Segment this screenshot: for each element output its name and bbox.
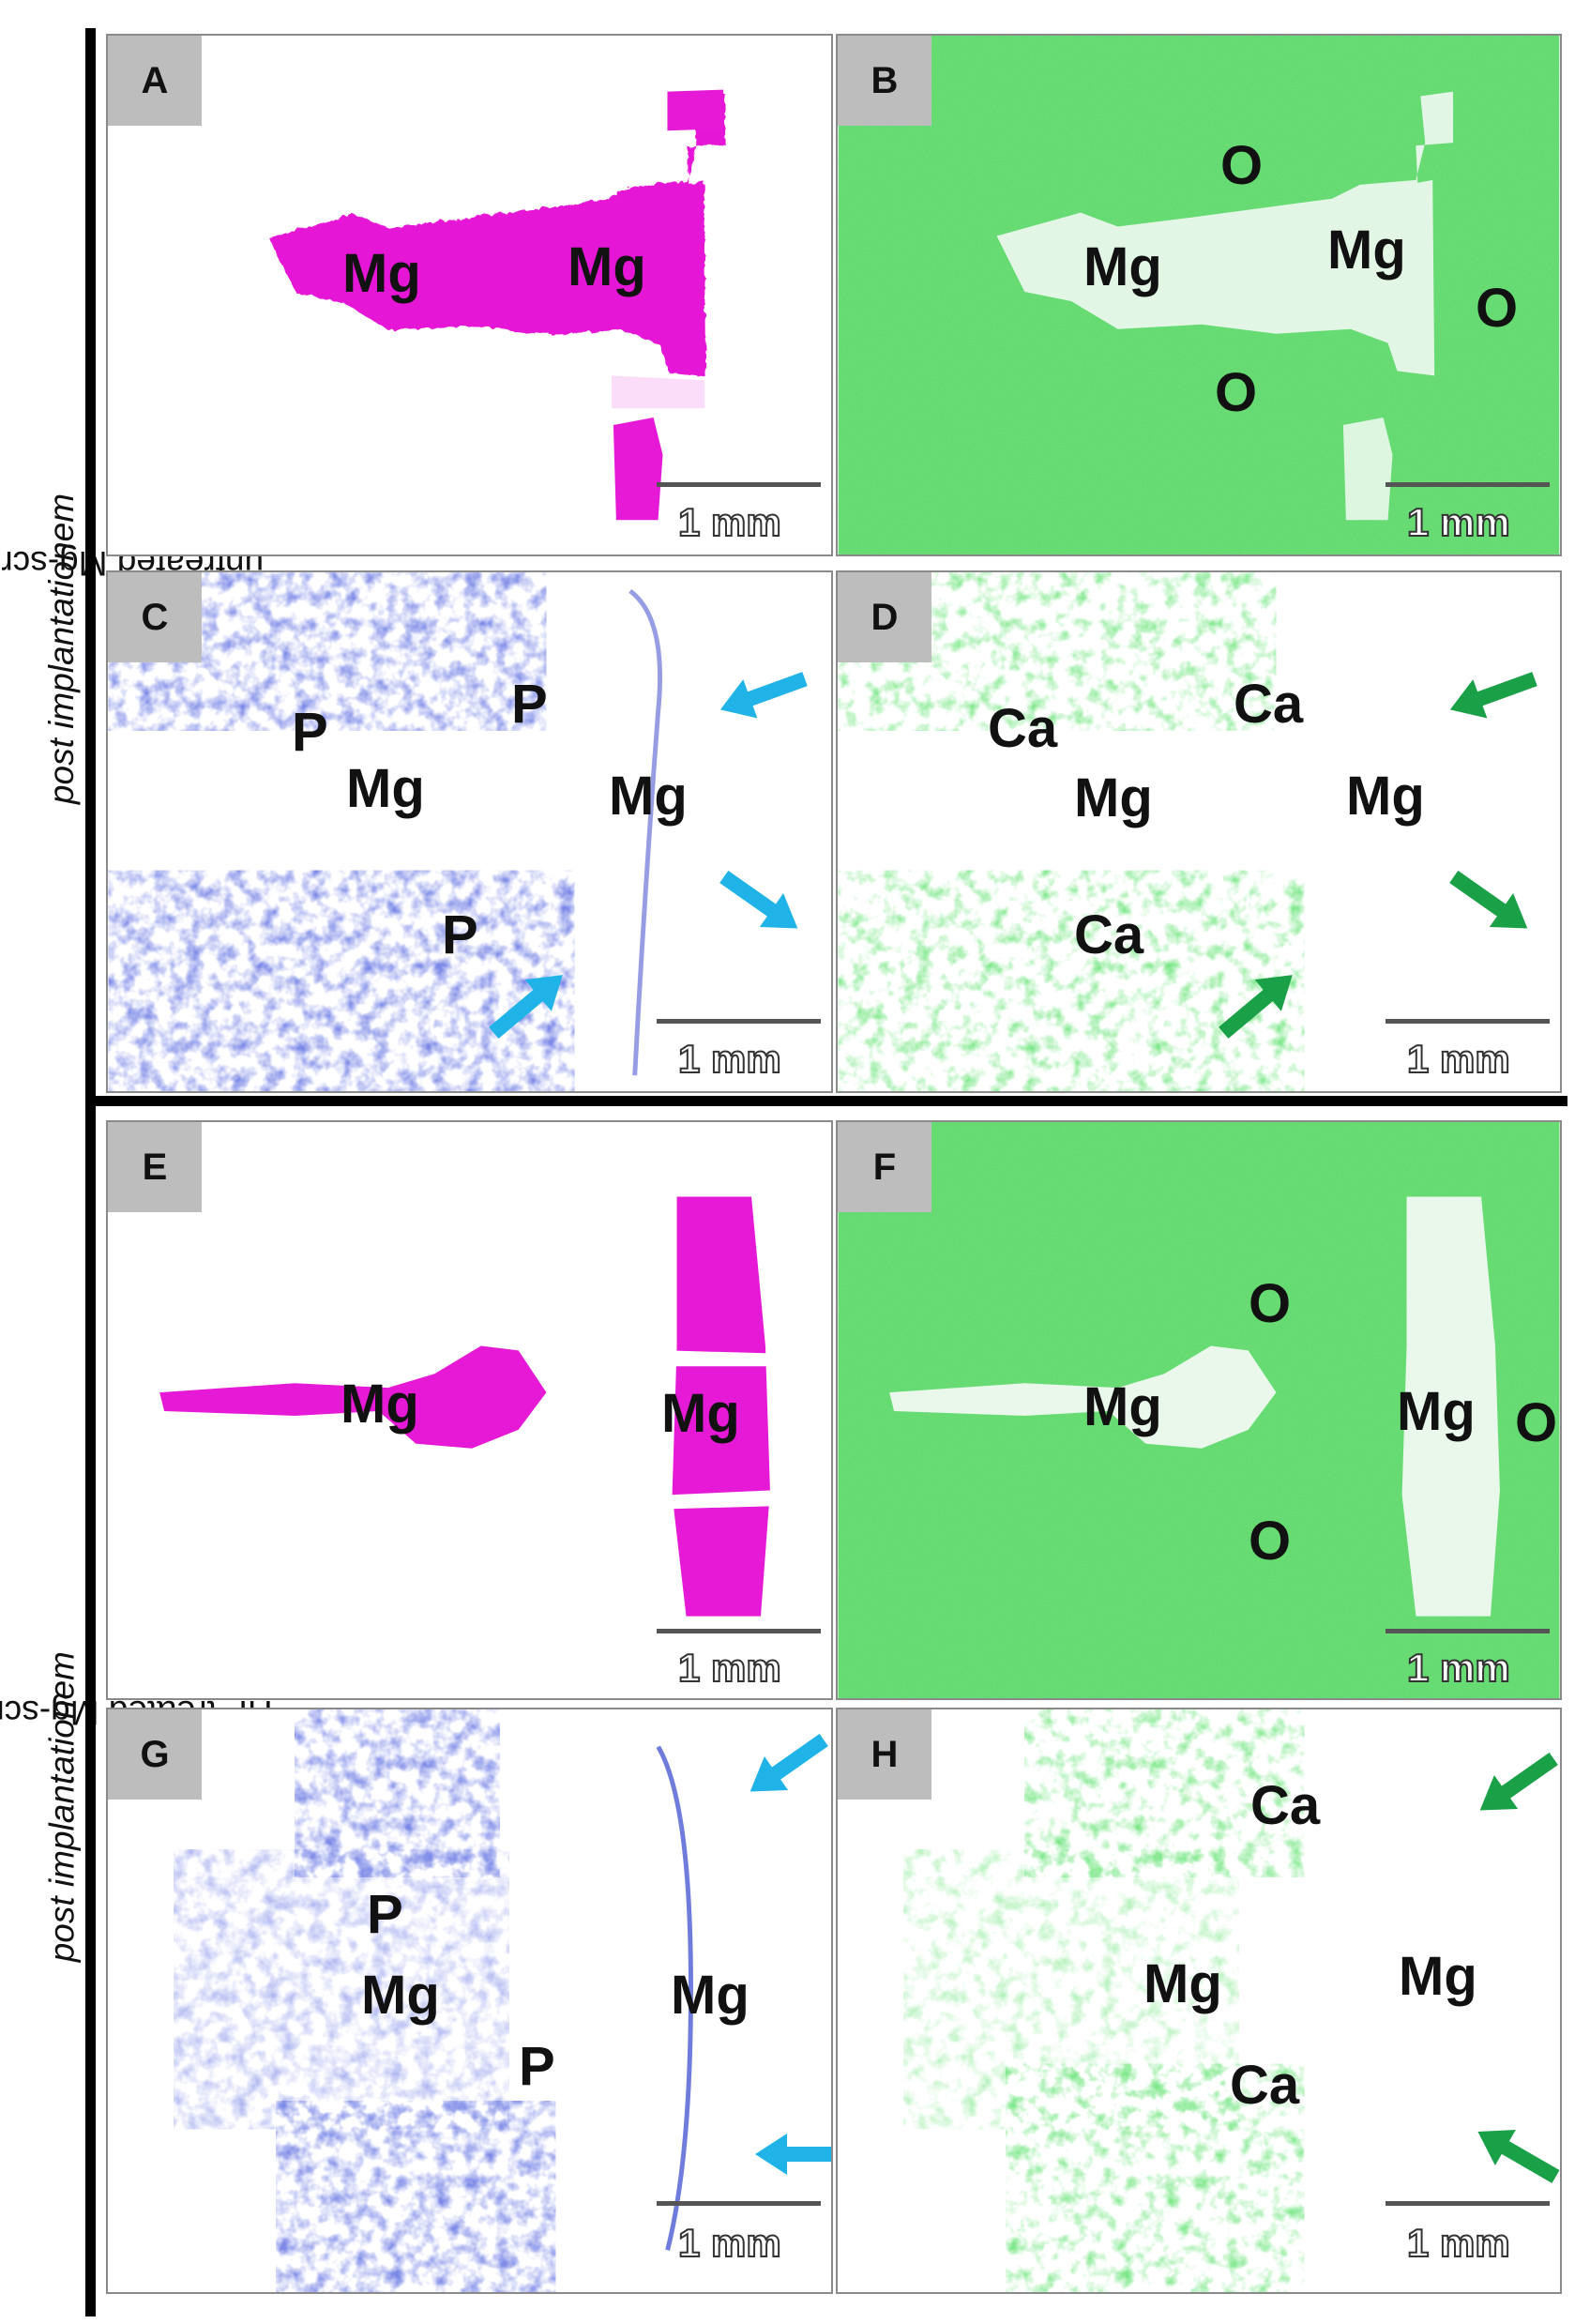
scale-bar: [657, 2201, 821, 2206]
panel-letter: E: [108, 1122, 202, 1212]
element-label: P: [442, 904, 478, 965]
scale-bar: [657, 1629, 821, 1633]
element-label: O: [1476, 278, 1519, 339]
arrow-icon: [719, 870, 798, 929]
arrow-icon: [755, 2134, 831, 2175]
element-label: Mg: [1399, 1946, 1477, 2007]
element-label: Mg: [1327, 220, 1406, 281]
panel-f: F O Mg Mg O O 1 mm: [836, 1120, 1562, 1700]
row-label-untreated: untreated Mg-screw at 3 weeks post impla…: [0, 38, 264, 1088]
element-label: Ca: [1250, 1775, 1321, 1836]
element-label: P: [511, 674, 548, 735]
element-label: O: [1249, 1511, 1292, 1572]
element-label: Mg: [661, 1383, 740, 1444]
arrow-icon: [1477, 2129, 1560, 2183]
element-label: Ca: [988, 698, 1058, 759]
element-label: P: [519, 2036, 555, 2097]
panel-c-image: [108, 572, 831, 1091]
panel-letter: D: [838, 572, 931, 662]
panel-a: A Mg Mg 1 mm: [106, 34, 833, 556]
panel-b-image: [838, 36, 1560, 554]
panel-a-image: [266, 89, 724, 521]
element-label: O: [1249, 1273, 1292, 1334]
element-label: Mg: [342, 243, 421, 304]
element-label: Mg: [1074, 767, 1153, 828]
panel-letter: B: [838, 36, 931, 126]
panel-h: H Ca Mg Mg Ca 1 mm: [836, 1708, 1562, 2294]
element-label: Mg: [609, 766, 688, 827]
element-label: Mg: [346, 758, 425, 819]
element-label: Mg: [568, 236, 646, 297]
element-label: Mg: [361, 1965, 440, 2026]
element-label: Mg: [1083, 236, 1162, 297]
arrow-icon: [1449, 870, 1528, 929]
panel-letter: C: [108, 572, 202, 662]
scale-bar: [657, 482, 821, 487]
element-label: O: [1515, 1392, 1558, 1453]
element-label: Mg: [1397, 1381, 1476, 1442]
arrow-icon: [1479, 1752, 1558, 1811]
element-label: Mg: [341, 1374, 419, 1435]
panel-h-image: [838, 1709, 1560, 2292]
arrow-icon: [489, 975, 563, 1039]
element-label: Mg: [1143, 1953, 1222, 2014]
element-label: Mg: [1083, 1376, 1162, 1437]
scale-text: 1 mm: [677, 1645, 782, 1691]
element-label: P: [367, 1884, 403, 1945]
scale-bar: [1386, 2201, 1550, 2206]
element-label: Mg: [1346, 766, 1425, 827]
group-bar-top: [85, 28, 96, 1096]
panel-e-image: [159, 1196, 770, 1617]
scale-bar: [1386, 1019, 1550, 1024]
element-label: Ca: [1074, 904, 1144, 965]
element-label: Mg: [671, 1965, 750, 2026]
row-label-hf-treated: HF treated Mg-screw at 3 weeks post impl…: [0, 1107, 272, 2317]
scale-text: 1 mm: [1406, 1645, 1511, 1691]
panel-letter: A: [108, 36, 202, 126]
arrow-icon: [719, 672, 808, 719]
panel-d-image: [838, 572, 1560, 1091]
panel-g: G P Mg Mg P 1 mm: [106, 1708, 833, 2294]
panel-f-image: [838, 1122, 1560, 1698]
element-label: P: [292, 702, 328, 763]
arrow-icon: [1219, 975, 1293, 1039]
panel-g-image: [108, 1709, 831, 2292]
panel-letter: G: [108, 1709, 202, 1800]
scale-text: 1 mm: [1406, 2220, 1511, 2266]
scale-text: 1 mm: [1406, 1036, 1511, 1082]
scale-text: 1 mm: [677, 1036, 782, 1082]
panel-c: C P P Mg Mg P 1 mm: [106, 570, 833, 1093]
group-bar-bottom: [85, 1106, 96, 2316]
scale-bar: [1386, 1629, 1550, 1633]
panel-letter: H: [838, 1709, 931, 1800]
panel-d: D Ca Ca Mg Mg Ca 1 mm: [836, 570, 1562, 1093]
panel-b: B O Mg Mg O O 1 mm: [836, 34, 1562, 556]
element-label: Ca: [1234, 674, 1304, 735]
scale-text: 1 mm: [677, 499, 782, 545]
scale-bar: [1386, 482, 1550, 487]
row-label-untreated-italic: post implantationem: [42, 493, 81, 805]
scale-text: 1 mm: [677, 2220, 782, 2266]
arrow-icon: [750, 1733, 828, 1792]
element-label: O: [1220, 135, 1264, 196]
group-divider: [85, 1096, 1567, 1106]
element-label: Ca: [1230, 2055, 1300, 2116]
panel-e: E Mg Mg 1 mm: [106, 1120, 833, 1700]
panel-letter: F: [838, 1122, 931, 1212]
arrow-icon: [1449, 672, 1537, 719]
scale-bar: [657, 1019, 821, 1024]
element-label: O: [1215, 362, 1258, 423]
scale-text: 1 mm: [1406, 499, 1511, 545]
